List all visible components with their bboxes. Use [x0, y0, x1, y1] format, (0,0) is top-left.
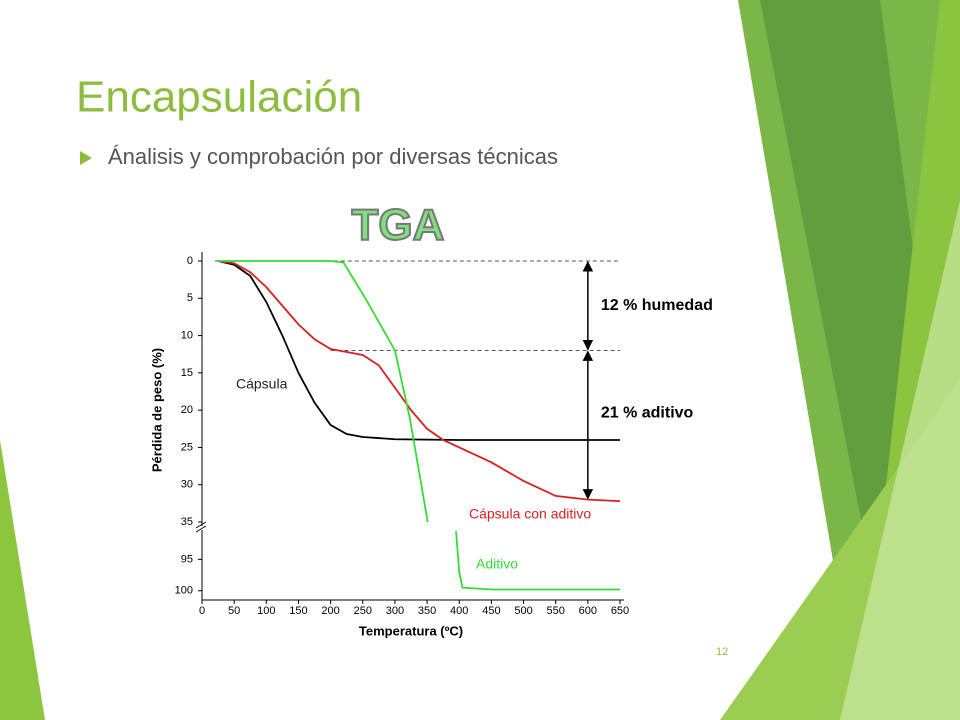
decor [840, 200, 960, 720]
x-tick-label: 0 [199, 605, 205, 617]
x-tick-label: 250 [354, 605, 372, 617]
y-tick-label: 25 [181, 441, 193, 453]
x-tick-label: 150 [289, 605, 307, 617]
x-tick-label: 500 [514, 605, 532, 617]
page-number: 12 [716, 646, 728, 658]
y-tick-label: 35 [181, 516, 193, 528]
bullet-icon [80, 151, 92, 165]
series-line [217, 260, 621, 503]
axis-break [195, 521, 207, 533]
x-tick-label: 50 [228, 605, 240, 617]
y-tick-label: 20 [181, 404, 193, 416]
y-axis-label: Pérdida de peso (%) [149, 348, 164, 472]
annotation: 12 % humedad [601, 297, 713, 314]
x-tick-label: 300 [386, 605, 404, 617]
y-tick-label: 30 [181, 479, 193, 491]
x-tick-label: 650 [611, 605, 629, 617]
x-axis-label: Temperatura (ºC) [359, 623, 463, 638]
y-tick-label: 10 [181, 329, 193, 341]
y-tick-label: 15 [181, 367, 193, 379]
series-label: Cápsula con aditivo [469, 506, 591, 522]
series-label: Aditivo [476, 556, 518, 572]
annotation: 21 % aditivo [601, 404, 694, 421]
chart-title: TGA [352, 201, 445, 250]
y-tick-label: 5 [187, 292, 193, 304]
series-line [217, 260, 620, 441]
series-label: Cápsula [236, 376, 288, 392]
x-tick-label: 550 [547, 605, 565, 617]
bullet-text: Ánalisis y comprobación por diversas téc… [108, 144, 558, 169]
x-tick-label: 200 [321, 605, 339, 617]
x-tick-label: 600 [579, 605, 597, 617]
chart-bg [95, 195, 705, 670]
x-tick-label: 350 [418, 605, 436, 617]
x-tick-label: 100 [257, 605, 275, 617]
y-tick-label: 95 [181, 553, 193, 565]
series-line [218, 260, 620, 591]
decor [0, 440, 45, 720]
y-tick-label: 100 [175, 585, 193, 597]
y-tick-label: 0 [187, 255, 193, 267]
slide-title: Encapsulación [76, 73, 362, 122]
x-tick-label: 400 [450, 605, 468, 617]
x-tick-label: 450 [482, 605, 500, 617]
